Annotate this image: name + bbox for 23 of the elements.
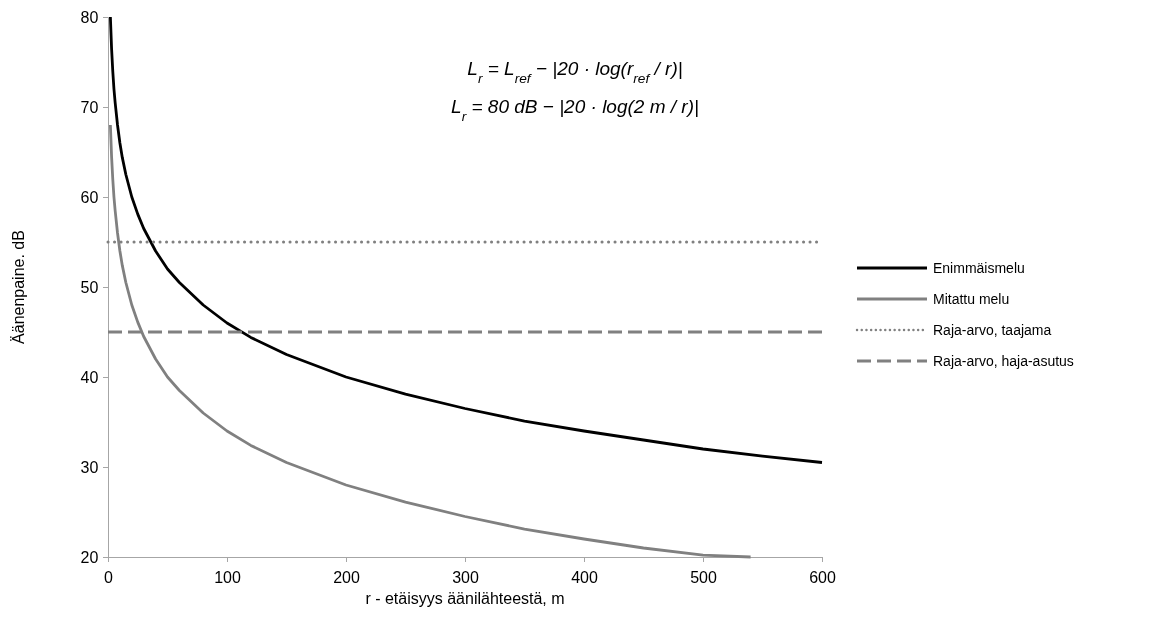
legend-label: Mitattu melu: [933, 290, 1010, 307]
legend-label: Raja-arvo, haja-asutus: [933, 352, 1074, 369]
annotation: L$_{r}$ = L$_{ref}$ − |20 · log(r$_{ref}$ / r)|: [467, 58, 683, 86]
x-axis-title: r - etäisyys äänilähteestä, m: [365, 590, 565, 607]
legend-label: Enimmäismelu: [933, 259, 1025, 276]
y-tick-label: 30: [80, 459, 99, 477]
x-tick-label: 100: [214, 568, 241, 586]
y-tick-label: 20: [80, 549, 99, 567]
line-series: [108, 15, 824, 464]
annotation: L$_{r}$ = 80 dB − |20 · log(2 m / r)|: [451, 96, 699, 124]
y-tick-label: 50: [80, 279, 99, 297]
y-tick-label: 80: [80, 9, 99, 27]
y-tick-label: 70: [80, 99, 99, 117]
legend-label: Raja-arvo, taajama: [933, 321, 1052, 338]
y-tick-label: 40: [80, 369, 99, 387]
x-tick-label: 300: [452, 568, 479, 586]
x-tick-label: 600: [809, 568, 836, 586]
x-tick-label: 200: [333, 568, 360, 586]
x-tick-label: 0: [104, 568, 114, 586]
x-tick-label: 500: [690, 568, 717, 586]
x-tick-label: 400: [571, 568, 598, 586]
y-axis-title: Äänenpaine. dB: [10, 230, 27, 344]
y-tick-label: 60: [80, 189, 99, 207]
